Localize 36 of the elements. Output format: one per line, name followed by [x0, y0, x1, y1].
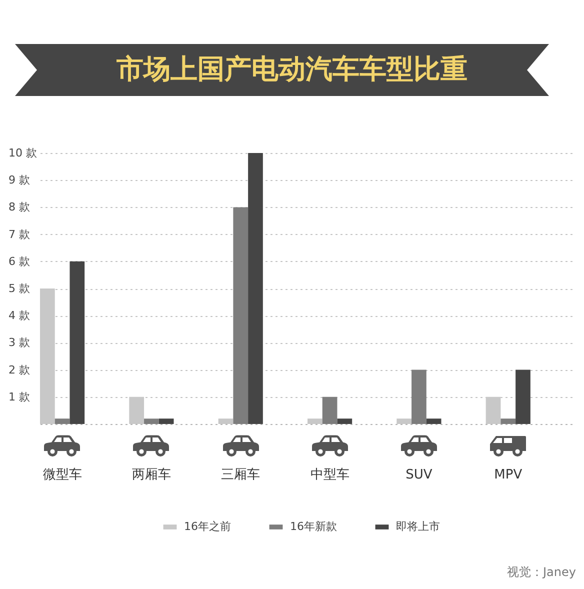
chart-title: 市场上国产电动汽车车型比重: [116, 53, 468, 87]
bar: [218, 418, 234, 424]
bar: [322, 396, 338, 424]
bar: [412, 370, 426, 424]
legend-label: 16年之前: [184, 520, 231, 533]
x-tick-label: MPV: [494, 468, 522, 482]
y-tick-label: 7 款: [8, 228, 30, 241]
bar: [70, 261, 85, 424]
bar: [337, 418, 352, 424]
legend-label: 即将上市: [396, 520, 440, 533]
y-tick-label: 6 款: [8, 254, 30, 268]
x-tick-label: SUV: [406, 468, 432, 482]
y-tick-label: 4 款: [8, 309, 30, 322]
x-tick-label: 中型车: [310, 468, 350, 482]
bar: [144, 418, 159, 424]
bar: [516, 370, 530, 424]
y-tick-label: 9 款: [8, 174, 30, 187]
bar: [308, 418, 322, 424]
legend-label: 16年新款: [290, 520, 337, 533]
y-tick-label: 3 款: [8, 336, 30, 350]
y-tick-label: 1 款: [8, 390, 30, 404]
bar: [396, 418, 412, 424]
x-tick-label: 两厢车: [132, 468, 171, 482]
x-tick-label: 三厢车: [221, 468, 260, 482]
y-tick-label: 5 款: [8, 282, 30, 295]
bar: [248, 153, 263, 424]
text: 视觉：Janey: [507, 564, 576, 581]
bar: [426, 418, 442, 424]
y-tick-label: 8 款: [8, 200, 30, 214]
x-tick-label: 微型车: [42, 468, 82, 482]
bar: [233, 207, 248, 424]
y-tick-label: 10 款: [8, 146, 37, 160]
bar: [500, 418, 516, 424]
bar: [54, 418, 70, 424]
bar: [158, 418, 174, 424]
y-tick-label: 2 款: [8, 363, 30, 376]
